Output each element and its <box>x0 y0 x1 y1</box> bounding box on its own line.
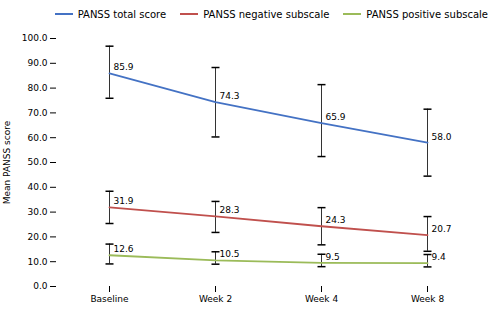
svg-text:30.0: 30.0 <box>27 207 47 217</box>
svg-text:100.0: 100.0 <box>22 33 48 43</box>
svg-text:70.0: 70.0 <box>27 108 47 118</box>
svg-text:9.4: 9.4 <box>432 252 447 262</box>
svg-text:58.0: 58.0 <box>432 132 452 142</box>
svg-text:Week 4: Week 4 <box>305 294 339 304</box>
svg-text:28.3: 28.3 <box>220 205 240 215</box>
svg-text:10.0: 10.0 <box>27 257 47 267</box>
svg-text:Week 2: Week 2 <box>199 294 232 304</box>
html-text:PANSS negative subscale: PANSS negative subscale <box>203 8 330 20</box>
svg-text:90.0: 90.0 <box>27 58 47 68</box>
html-text:PANSS total score: PANSS total score <box>77 8 167 20</box>
html-text:PANSS positive subscale: PANSS positive subscale <box>366 8 488 20</box>
svg-text:74.3: 74.3 <box>220 91 240 101</box>
svg-text:65.9: 65.9 <box>326 112 346 122</box>
svg-text:9.5: 9.5 <box>326 252 340 262</box>
svg-text:10.5: 10.5 <box>220 249 240 259</box>
svg-text:Mean PANSS score: Mean PANSS score <box>2 120 12 204</box>
svg-text:60.0: 60.0 <box>27 133 47 143</box>
svg-text:Week 8: Week 8 <box>411 294 445 304</box>
svg-text:50.0: 50.0 <box>27 157 47 167</box>
svg-text:Baseline: Baseline <box>90 294 129 304</box>
svg-text:20.0: 20.0 <box>27 232 47 242</box>
svg-text:80.0: 80.0 <box>27 83 47 93</box>
svg-text:12.6: 12.6 <box>114 244 134 254</box>
svg-text:31.9: 31.9 <box>114 196 134 206</box>
svg-text:40.0: 40.0 <box>27 182 47 192</box>
svg-text:20.7: 20.7 <box>432 224 452 234</box>
svg-text:24.3: 24.3 <box>326 215 346 225</box>
svg-text:85.9: 85.9 <box>114 62 134 72</box>
svg-text:0.0: 0.0 <box>33 281 48 291</box>
